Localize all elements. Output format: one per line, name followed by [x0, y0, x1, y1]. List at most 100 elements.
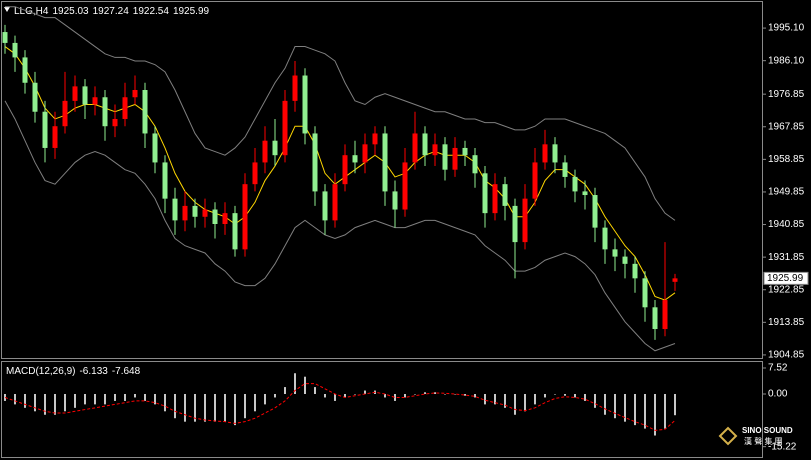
candle-body — [332, 184, 338, 221]
price-marker: 1925.99 — [767, 273, 804, 284]
price-header: LLG,H4 1925.03 1927.24 1922.54 1925.99 — [14, 6, 210, 17]
macd-bar — [584, 394, 586, 401]
candle-body — [262, 140, 268, 163]
candle-body — [42, 111, 48, 148]
macd-bar — [214, 394, 216, 422]
candle-body — [72, 86, 78, 101]
candle-body — [482, 173, 488, 214]
candle-body — [352, 155, 358, 163]
candle-body — [32, 82, 38, 112]
candle-body — [662, 300, 668, 330]
candle-body — [602, 227, 608, 250]
macd-bar — [404, 394, 406, 398]
candle-body — [272, 140, 278, 156]
candle-body — [572, 176, 578, 192]
candle-body — [212, 209, 218, 225]
macd-bar — [94, 394, 96, 405]
candle-body — [502, 184, 508, 206]
candle-body — [382, 133, 388, 192]
candle-body — [202, 209, 208, 217]
candle-body — [182, 205, 188, 221]
candle-body — [462, 147, 468, 156]
candle-body — [312, 133, 318, 192]
macd-bar — [644, 394, 646, 429]
candle-body — [372, 133, 378, 145]
candle-body — [582, 191, 588, 196]
candle-body — [512, 205, 518, 243]
macd-header: MACD(12,26,9) -6.133 -7.648 — [6, 366, 141, 377]
macd-bar — [354, 394, 356, 395]
macd-bar — [464, 394, 466, 396]
low-value: 1922.54 — [133, 6, 170, 17]
candle-body — [652, 307, 658, 330]
macd-bar — [294, 373, 296, 394]
candle-body — [402, 162, 408, 210]
candle-body — [422, 133, 428, 156]
macd-bar — [254, 394, 256, 412]
macd-bar — [244, 394, 246, 419]
y-tick-label: -15.22 — [768, 441, 797, 452]
close-value: 1925.99 — [173, 6, 210, 17]
macd-bar — [424, 392, 426, 394]
macd-bar — [44, 394, 46, 415]
y-tick-label: 1922.85 — [768, 284, 805, 295]
candle-body — [82, 86, 88, 105]
macd-bar — [534, 394, 536, 405]
candle-body — [592, 195, 598, 228]
macd-bar — [624, 394, 626, 422]
macd-bar — [84, 394, 86, 405]
macd-bar — [204, 394, 206, 422]
macd-bar — [324, 394, 326, 398]
candle-body — [252, 162, 258, 185]
macd-bar — [454, 394, 456, 395]
macd-bar — [314, 387, 316, 394]
candle-body — [152, 133, 158, 163]
menu-arrow[interactable] — [4, 7, 10, 12]
candle-body — [112, 118, 118, 127]
y-tick-label: 0.00 — [768, 389, 788, 400]
macd-bar — [484, 394, 486, 405]
macd-bar — [384, 394, 386, 398]
macd-bar — [284, 387, 286, 394]
macd-bar — [604, 394, 606, 415]
macd-bar — [514, 394, 516, 415]
indicator-line — [4, 383, 676, 431]
macd-bar — [574, 394, 576, 398]
candle-body — [342, 155, 348, 185]
indicator-line — [5, 6, 676, 221]
candle-body — [522, 198, 528, 243]
macd-bar — [184, 394, 186, 422]
macd-bar — [144, 394, 146, 401]
macd-bar — [154, 394, 156, 405]
candle-body — [362, 144, 368, 163]
candle-body — [22, 57, 28, 83]
candle-body — [392, 191, 398, 210]
macd-bar — [504, 394, 506, 408]
candle-body — [532, 162, 538, 199]
candle-body — [542, 144, 548, 163]
macd-bar — [104, 394, 106, 405]
macd-title: MACD(12,26,9) — [6, 366, 75, 377]
price-marker-box — [763, 271, 809, 285]
macd-bar — [434, 392, 436, 394]
y-tick-label: 1976.85 — [768, 89, 805, 100]
open-value: 1925.03 — [52, 6, 89, 17]
y-tick-label: 1904.85 — [768, 350, 805, 361]
macd-bar — [34, 394, 36, 412]
candle-body — [172, 198, 178, 221]
macd-bar — [304, 376, 306, 394]
y-tick-label: 1995.10 — [768, 23, 805, 34]
candle-body — [302, 75, 308, 134]
macd-bar — [224, 394, 226, 422]
macd-bar — [64, 394, 66, 412]
y-tick-label: 1913.85 — [768, 317, 805, 328]
candle-body — [12, 42, 18, 58]
macd-bar — [74, 394, 76, 408]
macd-bar — [444, 394, 446, 395]
candle-body — [562, 162, 568, 177]
candle-body — [432, 144, 438, 156]
macd-bar — [124, 394, 126, 401]
candle-body — [92, 97, 98, 105]
